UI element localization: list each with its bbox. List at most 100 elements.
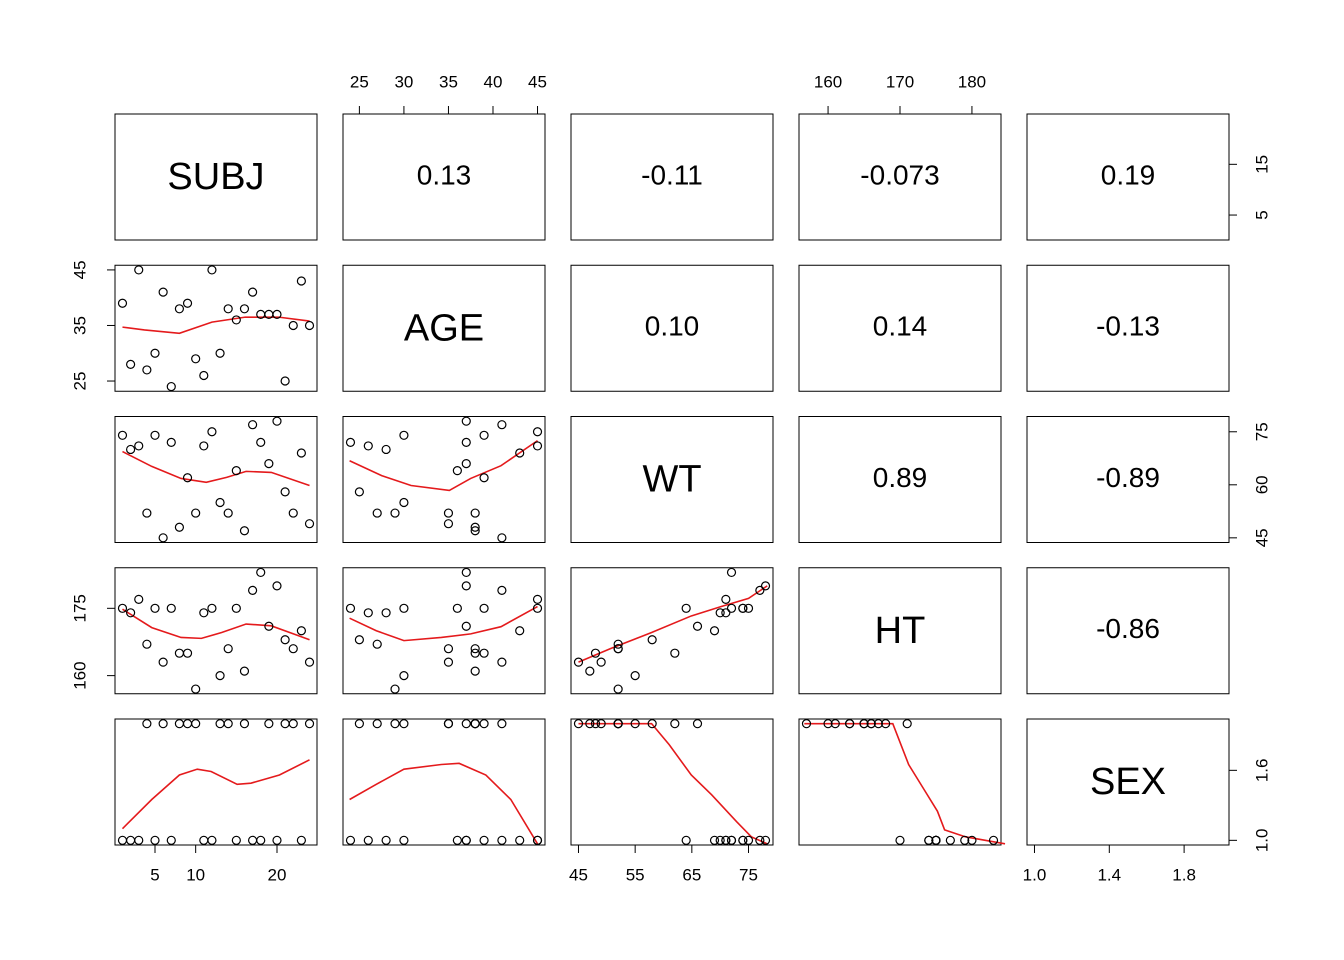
point — [264, 621, 274, 631]
point — [117, 835, 128, 845]
point — [613, 719, 623, 729]
point — [630, 719, 640, 729]
x-tick-label: 170 — [886, 72, 914, 91]
point — [452, 466, 462, 476]
point — [354, 635, 364, 645]
point — [199, 370, 209, 381]
y-tick-label: 15 — [1252, 155, 1271, 174]
point — [479, 648, 489, 658]
point — [479, 430, 489, 440]
point — [532, 603, 543, 613]
point — [613, 644, 623, 654]
point — [174, 648, 185, 658]
x-tick-label: 1.0 — [1023, 865, 1047, 884]
point — [166, 381, 176, 392]
point — [288, 320, 298, 331]
point — [497, 835, 507, 845]
point — [443, 719, 454, 729]
point — [461, 567, 471, 578]
point — [296, 448, 306, 458]
smooth-line — [804, 722, 1006, 845]
panel — [342, 567, 546, 695]
panel — [570, 718, 774, 846]
point — [215, 497, 225, 508]
point — [960, 835, 970, 845]
point — [590, 719, 601, 729]
smooth-line — [122, 608, 310, 641]
point — [755, 585, 765, 595]
point — [304, 719, 315, 729]
point — [721, 608, 731, 618]
point — [399, 835, 409, 845]
point — [470, 522, 480, 532]
point — [479, 719, 489, 729]
correlation: 0.14 — [873, 311, 928, 342]
y-tick-label: 25 — [70, 372, 89, 391]
correlation: 0.19 — [1101, 159, 1156, 190]
point — [264, 458, 274, 469]
panel — [1026, 264, 1230, 392]
point — [126, 359, 136, 369]
x-tick-label: 20 — [268, 865, 287, 884]
point — [117, 298, 128, 308]
panel — [342, 264, 546, 392]
point — [760, 581, 771, 591]
point — [532, 835, 543, 845]
point — [823, 719, 833, 729]
point — [709, 835, 720, 845]
point — [256, 437, 266, 447]
point — [390, 508, 400, 518]
point — [479, 473, 489, 483]
point — [142, 365, 152, 375]
correlation: -0.13 — [1096, 311, 1160, 342]
point — [223, 719, 233, 729]
point — [207, 835, 217, 845]
point — [174, 522, 185, 532]
point — [881, 719, 891, 729]
point — [738, 835, 748, 845]
point — [715, 835, 725, 845]
point — [372, 639, 382, 649]
point — [721, 835, 731, 845]
smooth-line — [578, 585, 768, 663]
point — [174, 719, 185, 729]
x-tick-label: 160 — [814, 72, 842, 91]
x-tick-label: 25 — [350, 72, 369, 91]
panel — [114, 264, 318, 392]
point — [215, 348, 225, 358]
point — [945, 835, 955, 845]
point — [479, 603, 489, 613]
point — [532, 441, 543, 451]
point — [967, 835, 977, 845]
point — [158, 287, 168, 297]
variable-name: AGE — [404, 307, 484, 349]
point — [191, 719, 201, 729]
point — [296, 626, 306, 636]
point — [288, 719, 298, 729]
point — [399, 719, 409, 729]
point — [199, 835, 209, 845]
point — [470, 644, 480, 654]
point — [630, 671, 640, 681]
point — [830, 719, 840, 729]
point — [158, 719, 168, 729]
point — [363, 608, 373, 618]
point — [126, 835, 136, 845]
point — [166, 835, 176, 845]
point — [134, 594, 144, 604]
point — [692, 719, 703, 729]
y-tick-label: 1.6 — [1252, 759, 1271, 783]
x-tick-label: 35 — [439, 72, 458, 91]
smooth-line — [122, 316, 310, 335]
point — [191, 684, 201, 694]
point — [247, 287, 258, 297]
point — [515, 626, 525, 636]
point — [223, 508, 233, 518]
point — [443, 508, 454, 518]
y-tick-label: 45 — [70, 260, 89, 279]
point — [117, 430, 128, 440]
point — [902, 719, 912, 729]
point — [801, 719, 812, 729]
x-tick-label: 65 — [682, 865, 701, 884]
